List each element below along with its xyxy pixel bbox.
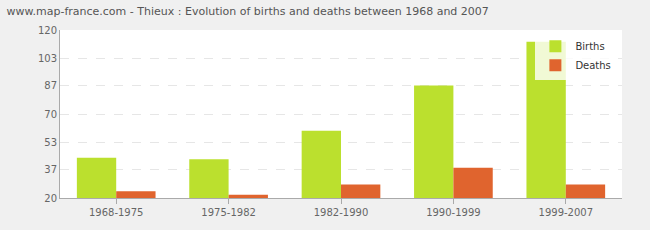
svg-text:37: 37 (44, 164, 57, 175)
svg-text:1999-2007: 1999-2007 (539, 207, 594, 218)
svg-text:1968-1975: 1968-1975 (89, 207, 144, 218)
svg-text:1982-1990: 1982-1990 (314, 207, 369, 218)
svg-text:1990-1999: 1990-1999 (426, 207, 481, 218)
svg-text:Deaths: Deaths (575, 60, 610, 71)
svg-text:87: 87 (44, 80, 57, 91)
svg-text:70: 70 (44, 109, 57, 120)
svg-text:www.map-france.com - Thieux :: www.map-france.com - Thieux : Evolution … (7, 5, 489, 18)
svg-text:120: 120 (38, 25, 57, 36)
svg-text:103: 103 (38, 53, 57, 64)
svg-text:53: 53 (44, 137, 57, 148)
svg-text:Births: Births (575, 41, 604, 52)
svg-text:20: 20 (44, 193, 57, 204)
svg-text:1975-1982: 1975-1982 (201, 207, 256, 218)
